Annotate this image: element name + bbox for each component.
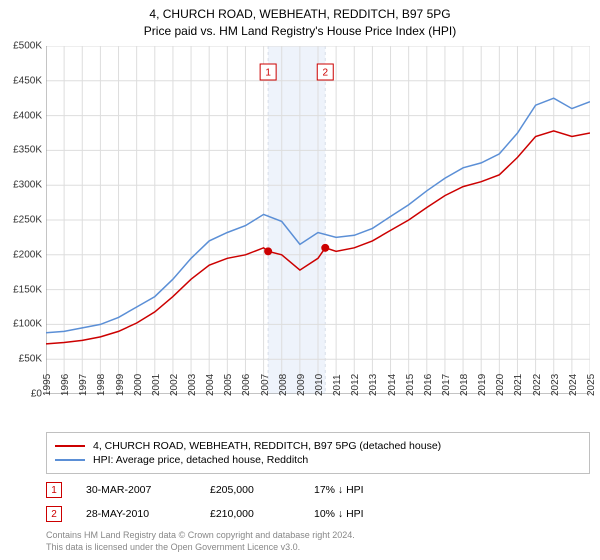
footnote: Contains HM Land Registry data © Crown c… xyxy=(46,530,355,553)
xtick-label: 2011 xyxy=(332,374,343,396)
ytick-label: £350K xyxy=(13,145,42,156)
xtick-label: 2019 xyxy=(477,374,488,396)
legend-row: 4, CHURCH ROAD, WEBHEATH, REDDITCH, B97 … xyxy=(55,439,581,453)
xtick-label: 2015 xyxy=(405,374,416,396)
title-main: 4, CHURCH ROAD, WEBHEATH, REDDITCH, B97 … xyxy=(0,6,600,23)
chart-svg: 12 xyxy=(46,46,590,394)
xtick-label: 2025 xyxy=(586,374,597,396)
legend-box: 4, CHURCH ROAD, WEBHEATH, REDDITCH, B97 … xyxy=(46,432,590,474)
sale-date: 30-MAR-2007 xyxy=(86,484,186,496)
xtick-label: 1996 xyxy=(60,374,71,396)
sale-relative: 10% ↓ HPI xyxy=(314,508,364,520)
sale-price: £210,000 xyxy=(210,508,290,520)
sale-date: 28-MAY-2010 xyxy=(86,508,186,520)
xtick-label: 2001 xyxy=(151,374,162,396)
ytick-label: £0 xyxy=(31,389,42,400)
xtick-label: 2018 xyxy=(459,374,470,396)
xtick-label: 1999 xyxy=(115,374,126,396)
title-sub: Price paid vs. HM Land Registry's House … xyxy=(0,23,600,40)
sale-row: 1 30-MAR-2007 £205,000 17% ↓ HPI xyxy=(46,478,590,502)
chart-container: 4, CHURCH ROAD, WEBHEATH, REDDITCH, B97 … xyxy=(0,0,600,560)
legend-swatch xyxy=(55,445,85,447)
legend-swatch xyxy=(55,459,85,461)
legend-label: HPI: Average price, detached house, Redd… xyxy=(93,454,308,466)
xtick-label: 2002 xyxy=(169,374,180,396)
xtick-label: 1995 xyxy=(42,374,53,396)
svg-text:1: 1 xyxy=(265,68,271,79)
xtick-label: 2007 xyxy=(260,374,271,396)
xtick-label: 2000 xyxy=(133,374,144,396)
xtick-label: 2014 xyxy=(387,374,398,396)
svg-text:2: 2 xyxy=(322,68,328,79)
xtick-label: 2010 xyxy=(314,374,325,396)
chart-area: 12 £0£50K£100K£150K£200K£250K£300K£350K£… xyxy=(46,46,590,394)
xtick-label: 2021 xyxy=(513,374,524,396)
ytick-label: £500K xyxy=(13,41,42,52)
ytick-label: £200K xyxy=(13,249,42,260)
xtick-label: 2016 xyxy=(423,374,434,396)
xtick-label: 2004 xyxy=(205,374,216,396)
ytick-label: £400K xyxy=(13,110,42,121)
ytick-label: £250K xyxy=(13,215,42,226)
xtick-label: 1998 xyxy=(96,374,107,396)
ytick-label: £150K xyxy=(13,284,42,295)
legend-label: 4, CHURCH ROAD, WEBHEATH, REDDITCH, B97 … xyxy=(93,440,441,452)
xtick-label: 1997 xyxy=(78,374,89,396)
ytick-label: £50K xyxy=(19,354,42,365)
ytick-label: £300K xyxy=(13,180,42,191)
xtick-label: 2008 xyxy=(278,374,289,396)
xtick-label: 2022 xyxy=(532,374,543,396)
xtick-label: 2023 xyxy=(550,374,561,396)
title-block: 4, CHURCH ROAD, WEBHEATH, REDDITCH, B97 … xyxy=(0,0,600,40)
footnote-line1: Contains HM Land Registry data © Crown c… xyxy=(46,530,355,542)
legend-row: HPI: Average price, detached house, Redd… xyxy=(55,453,581,467)
sale-marker: 2 xyxy=(46,506,62,522)
xtick-label: 2017 xyxy=(441,374,452,396)
xtick-label: 2012 xyxy=(350,374,361,396)
sale-price: £205,000 xyxy=(210,484,290,496)
xtick-label: 2024 xyxy=(568,374,579,396)
xtick-label: 2009 xyxy=(296,374,307,396)
xtick-label: 2003 xyxy=(187,374,198,396)
sales-block: 1 30-MAR-2007 £205,000 17% ↓ HPI 2 28-MAY-201… xyxy=(46,478,590,526)
xtick-label: 2020 xyxy=(495,374,506,396)
sale-marker: 1 xyxy=(46,482,62,498)
ytick-label: £100K xyxy=(13,319,42,330)
xtick-label: 2006 xyxy=(241,374,252,396)
xtick-label: 2005 xyxy=(223,374,234,396)
sale-row: 2 28-MAY-2010 £210,000 10% ↓ HPI xyxy=(46,502,590,526)
ytick-label: £450K xyxy=(13,75,42,86)
xtick-label: 2013 xyxy=(368,374,379,396)
sale-relative: 17% ↓ HPI xyxy=(314,484,364,496)
footnote-line2: This data is licensed under the Open Gov… xyxy=(46,542,355,554)
